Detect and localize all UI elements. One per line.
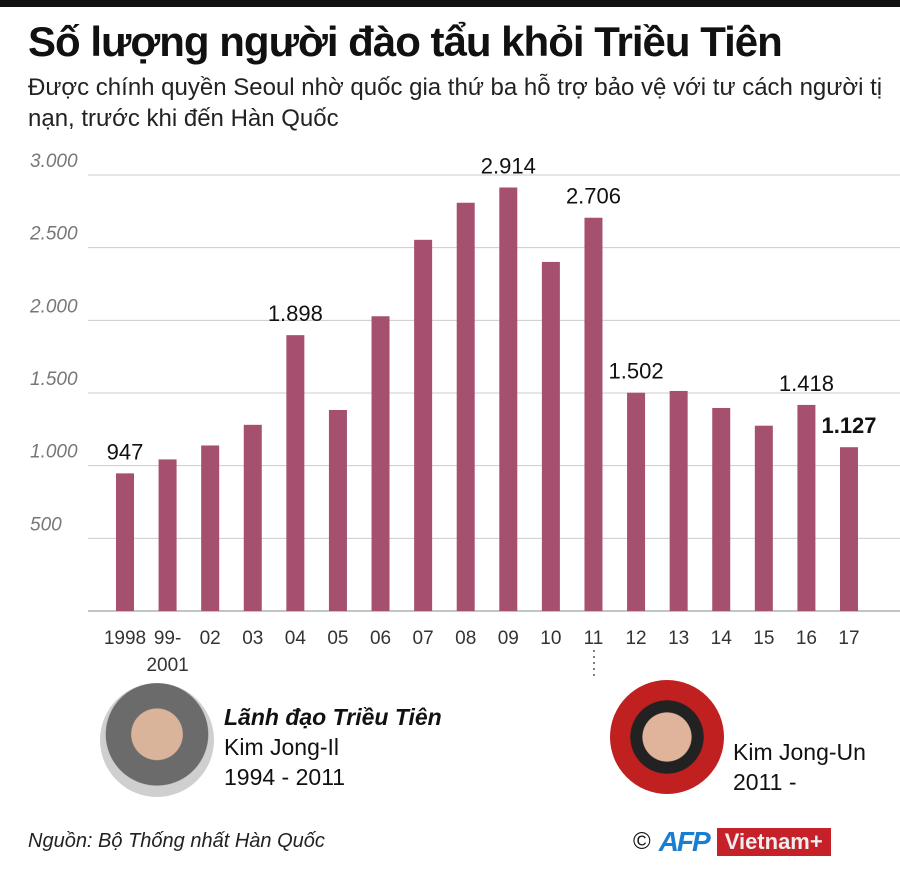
top-bar [0, 0, 900, 7]
y-tick-label: 500 [30, 514, 62, 535]
y-tick-label: 2.500 [29, 224, 78, 245]
x-tick-label: 13 [668, 628, 689, 649]
bar [840, 447, 858, 611]
x-tick-label: 17 [838, 628, 859, 649]
x-tick-label: 15 [753, 628, 774, 649]
bar [116, 473, 134, 611]
bar [541, 261, 560, 611]
data-label: 947 [107, 439, 144, 464]
x-tick-label: 03 [242, 628, 263, 649]
vietnamplus-logo: Vietnam+ [716, 828, 831, 856]
subtitle: Được chính quyền Seoul nhờ quốc gia thứ … [28, 74, 883, 132]
leader-years-2: 2011 - [733, 769, 797, 795]
x-tick-label: 16 [796, 628, 817, 649]
x-tick-label: 07 [413, 628, 434, 649]
bar-chart: 500 1.000 1.500 2.000 2.500 3.000 1998 947 99- 20… [29, 151, 900, 680]
x-tick-label: 14 [711, 628, 733, 649]
x-tick-label: 1998 [104, 628, 146, 649]
y-tick-label: 1.000 [30, 442, 78, 463]
kim-jong-un-photo [610, 680, 724, 794]
x-tick-label: 02 [200, 628, 221, 649]
data-label: 2.914 [481, 153, 536, 178]
bar [201, 445, 220, 611]
y-tick-label: 2.000 [29, 296, 78, 317]
x-tick-label: 12 [625, 628, 646, 649]
bar [371, 316, 390, 611]
leaders-heading: Lãnh đạo Triều Tiên [224, 704, 442, 730]
bar [712, 407, 731, 611]
leader-info-1: Lãnh đạo Triều Tiên Kim Jong-Il 1994 - 2… [224, 702, 442, 792]
x-tick-label: 99- [154, 628, 181, 649]
data-label: 1.898 [268, 301, 323, 326]
x-tick-label: 2001 [146, 655, 188, 676]
leader-years-1: 1994 - 2011 [224, 764, 346, 790]
bar [797, 404, 816, 611]
x-tick-label: 06 [370, 628, 391, 649]
bar [328, 410, 347, 611]
logos: © AFP Vietnam+ [633, 826, 831, 858]
x-tick-label: 10 [540, 628, 561, 649]
bar [584, 217, 603, 611]
page-title: Số lượng người đào tẩu khỏi Triều Tiên [28, 18, 783, 65]
x-tick-label: 04 [285, 628, 307, 649]
data-label: 1.127 [821, 413, 876, 438]
bar [456, 202, 475, 611]
leader-name-1: Kim Jong-Il [224, 734, 340, 760]
afp-logo: AFP [658, 826, 711, 857]
x-tick-label: 11 [584, 628, 604, 649]
kim-jong-il-photo [100, 683, 214, 797]
leader-name-2: Kim Jong-Un [733, 739, 866, 765]
bar [414, 239, 433, 611]
bar [627, 392, 646, 611]
bar [754, 425, 773, 611]
leader-info-2: Kim Jong-Un 2011 - [733, 737, 866, 797]
bar [243, 424, 262, 611]
x-tick-label: 05 [327, 628, 348, 649]
x-tick-label: 08 [455, 628, 476, 649]
y-tick-label: 3.000 [30, 151, 78, 172]
bar [286, 335, 305, 611]
bar [158, 459, 177, 611]
data-label: 1.418 [779, 371, 834, 396]
bar [499, 187, 518, 612]
data-label: 2.706 [566, 184, 621, 209]
bar [669, 390, 688, 611]
x-tick-label: 09 [498, 628, 519, 649]
source-note: Nguồn: Bộ Thống nhất Hàn Quốc [28, 830, 325, 852]
y-tick-label: 1.500 [30, 369, 78, 390]
data-label: 1.502 [609, 359, 664, 384]
copyright-symbol: © [633, 828, 651, 855]
